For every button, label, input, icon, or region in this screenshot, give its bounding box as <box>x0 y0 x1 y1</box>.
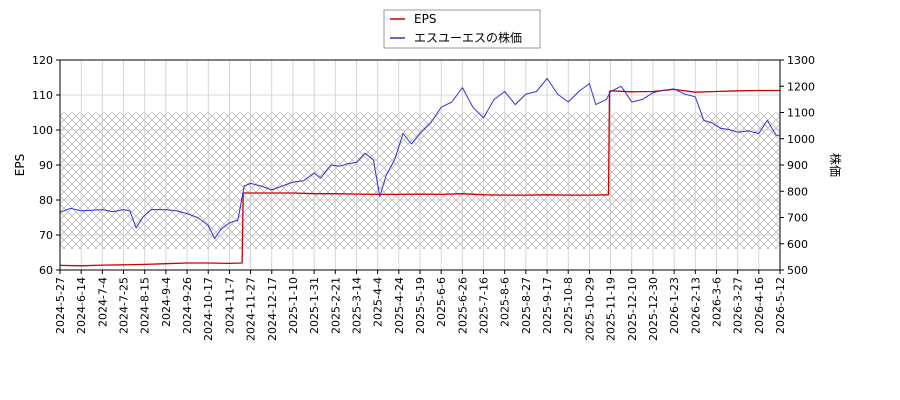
x-tick-label: 2024-8-15 <box>139 277 152 334</box>
legend-box <box>383 9 541 49</box>
x-tick-label: 2024-5-27 <box>54 277 67 334</box>
x-tick-label: 2025-4-24 <box>393 277 406 334</box>
x-tick-label: 2025-9-17 <box>541 277 554 334</box>
right-axis-label: 株価 <box>828 153 843 177</box>
x-tick-label: 2025-3-14 <box>350 277 363 334</box>
x-tick-label: 2026-2-13 <box>689 277 702 334</box>
x-tick-label: 2025-2-21 <box>329 277 342 334</box>
left-tick-label: 90 <box>39 159 53 172</box>
price-series-line <box>60 77 780 239</box>
legend-price-label: エスユーエスの株価 <box>414 30 522 45</box>
right-tick-label: 1300 <box>787 54 815 67</box>
x-tick-label: 2024-9-26 <box>181 277 194 334</box>
x-tick-label: 2026-5-12 <box>774 277 787 334</box>
x-tick-label: 2026-3-27 <box>732 277 745 334</box>
left-tick-label: 110 <box>32 89 53 102</box>
left-axis-label: EPS <box>13 154 27 176</box>
left-tick-label: 100 <box>32 124 53 137</box>
left-axis: 60 70 80 90 100 110 120 <box>32 54 60 277</box>
x-tick-label: 2025-12-30 <box>647 277 660 341</box>
x-tick-label: 2025-5-19 <box>414 277 427 334</box>
right-tick-label: 500 <box>787 264 808 277</box>
x-tick-label: 2025-10-29 <box>583 277 596 341</box>
x-tick-label: 2024-11-27 <box>245 277 258 341</box>
right-tick-label: 900 <box>787 159 808 172</box>
left-tick-label: 80 <box>39 194 53 207</box>
right-tick-label: 700 <box>787 212 808 225</box>
right-tick-label: 600 <box>787 238 808 251</box>
x-tick-label: 2026-4-16 <box>753 277 766 334</box>
x-tick-label: 2024-9-4 <box>160 277 173 327</box>
right-tick-label: 1100 <box>787 107 815 120</box>
right-axis: 500 600 700 800 900 1000 1100 1200 1300 <box>780 54 815 277</box>
x-tick-label: 2025-8-6 <box>499 277 512 327</box>
x-tick-label: 2025-8-27 <box>520 277 533 334</box>
x-tick-label: 2025-10-8 <box>562 277 575 334</box>
x-tick-label: 2025-6-26 <box>456 277 469 334</box>
x-tick-label: 2025-1-31 <box>308 277 321 334</box>
x-tick-label: 2025-7-16 <box>478 277 491 334</box>
x-tick-label: 2026-1-23 <box>668 277 681 334</box>
series <box>60 77 780 267</box>
left-tick-label: 60 <box>39 264 53 277</box>
legend-eps-label: EPS <box>414 12 436 26</box>
x-tick-label: 2024-7-25 <box>118 277 131 334</box>
x-axis: 2024-5-27 2024-6-14 2024-7-4 2024-7-25 2024-… <box>54 270 787 341</box>
legend: EPS エスユーエスの株価 <box>383 9 541 49</box>
right-tick-label: 800 <box>787 185 808 198</box>
x-tick-label: 2024-11-7 <box>223 277 236 334</box>
x-tick-label: 2024-6-14 <box>75 277 88 334</box>
x-tick-label: 2025-4-4 <box>372 277 385 327</box>
x-tick-label: 2024-12-17 <box>266 277 279 341</box>
x-tick-label: 2025-6-6 <box>435 277 448 327</box>
right-tick-label: 1000 <box>787 133 815 146</box>
x-tick-label: 2025-12-10 <box>626 277 639 341</box>
x-tick-label: 2026-3-6 <box>710 277 723 327</box>
left-tick-label: 120 <box>32 54 53 67</box>
left-tick-label: 70 <box>39 229 53 242</box>
x-tick-label: 2024-7-4 <box>96 277 109 327</box>
x-tick-label: 2024-10-17 <box>202 277 215 341</box>
x-tick-label: 2025-11-19 <box>605 277 618 341</box>
right-tick-label: 1200 <box>787 80 815 93</box>
x-tick-label: 2025-1-10 <box>287 277 300 334</box>
